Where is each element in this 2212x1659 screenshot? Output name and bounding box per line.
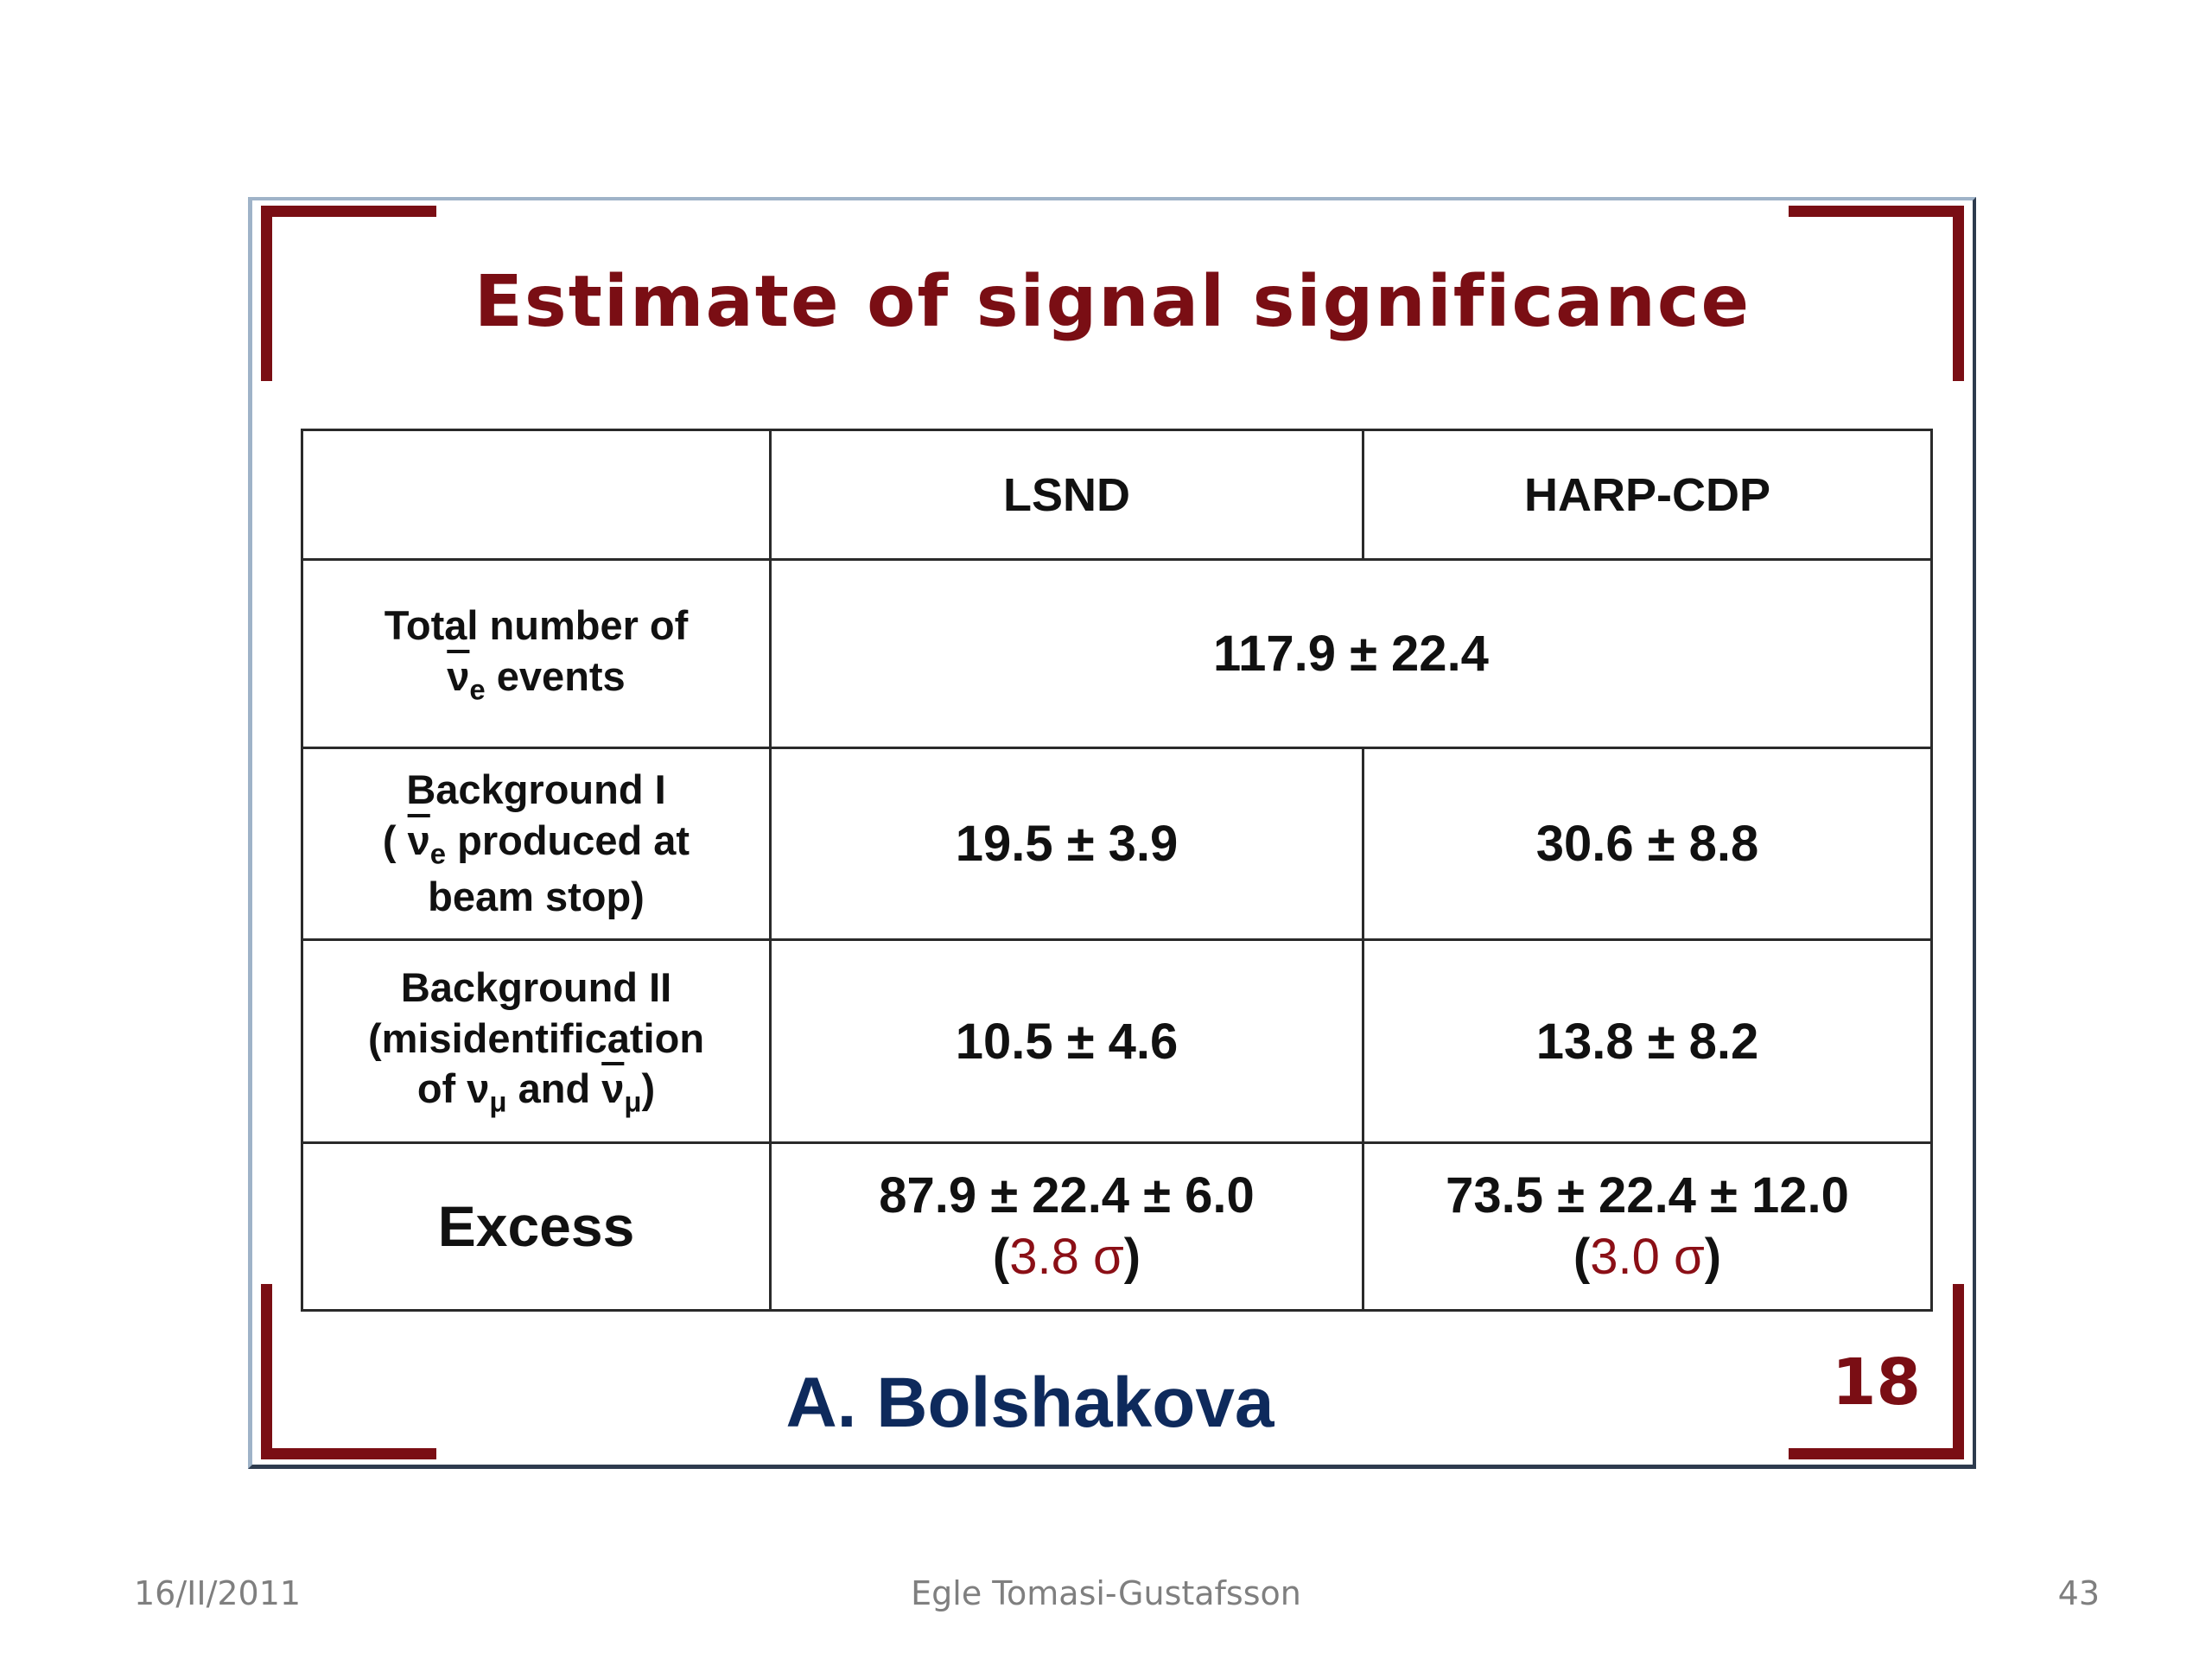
table-row-background-1: Background I ( νe produced at beam stop)…: [301, 747, 1933, 941]
row-label-background-1: Background I ( νe produced at beam stop): [301, 747, 772, 941]
table-row-total: Total number of νe events 117.9 ± 22.4: [301, 558, 1933, 749]
header-harp-cdp: HARP-CDP: [1362, 429, 1933, 561]
table-row-background-2: Background II (misidentification of νμ a…: [301, 938, 1933, 1144]
footer-presenter: Egle Tomasi-Gustafsson: [911, 1574, 1301, 1612]
corner-bracket-top-right: [1789, 206, 1964, 381]
footer-slide-number: 43: [2057, 1574, 2100, 1612]
corner-bracket-bottom-left: [261, 1284, 436, 1459]
significance-table: LSND HARP-CDP Total number of νe events …: [301, 429, 1933, 1312]
excess-harp: 73.5 ± 22.4 ± 12.0 (3.0 σ): [1362, 1141, 1933, 1312]
row-label-background-2: Background II (misidentification of νμ a…: [301, 938, 772, 1144]
nu-bar-symbol: ν: [601, 1065, 625, 1112]
nu-symbol: ν: [467, 1065, 490, 1112]
excess-lsnd-sigma: 3.8 σ: [1009, 1228, 1124, 1285]
row-label-excess: Excess: [301, 1141, 772, 1312]
slide-title: Estimate of signal significance: [474, 261, 1751, 343]
excess-harp-sigma: 3.0 σ: [1590, 1228, 1705, 1285]
background-2-harp: 13.8 ± 8.2: [1362, 938, 1933, 1144]
author-name: A. Bolshakova: [785, 1363, 1274, 1442]
background-1-lsnd: 19.5 ± 3.9: [769, 747, 1364, 941]
excess-lsnd: 87.9 ± 22.4 ± 6.0 (3.8 σ): [769, 1141, 1364, 1312]
table-row-excess: Excess 87.9 ± 22.4 ± 6.0 (3.8 σ) 73.5 ± …: [301, 1141, 1933, 1312]
background-2-lsnd: 10.5 ± 4.6: [769, 938, 1364, 1144]
header-row: LSND HARP-CDP: [301, 429, 1933, 561]
inner-page-number: 18: [1832, 1345, 1921, 1420]
nu-symbol: ν: [407, 817, 430, 864]
footer-date: 16/II/2011: [134, 1574, 302, 1612]
header-empty: [301, 429, 772, 561]
embedded-slide: Estimate of signal significance LSND HAR…: [248, 197, 1976, 1469]
header-lsnd: LSND: [769, 429, 1364, 561]
corner-bracket-top-left: [261, 206, 436, 381]
nu-symbol: ν: [447, 652, 470, 699]
total-value: 117.9 ± 22.4: [769, 558, 1933, 749]
corner-bracket-bottom-right: [1789, 1284, 1964, 1459]
row-label-total: Total number of νe events: [301, 558, 772, 749]
background-1-harp: 30.6 ± 8.8: [1362, 747, 1933, 941]
